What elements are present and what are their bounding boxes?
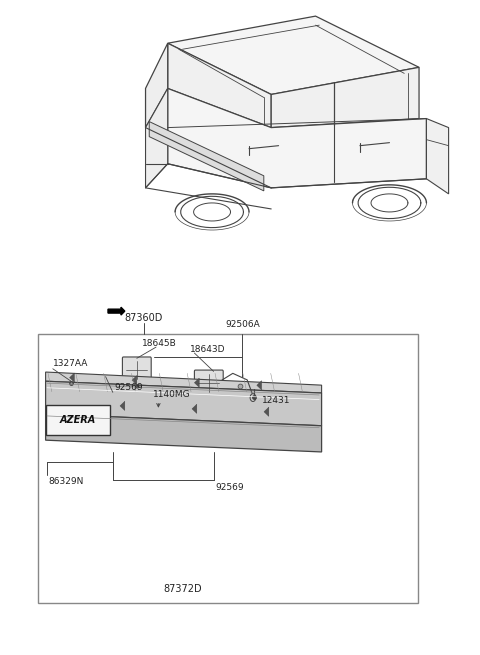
Polygon shape: [168, 43, 271, 128]
Text: 18645B: 18645B: [142, 339, 176, 348]
Polygon shape: [145, 43, 168, 128]
Polygon shape: [168, 88, 426, 188]
Text: 18643D: 18643D: [190, 345, 225, 354]
Polygon shape: [194, 378, 199, 387]
Polygon shape: [257, 381, 262, 390]
Polygon shape: [132, 375, 137, 384]
Text: 86329N: 86329N: [48, 477, 84, 486]
Polygon shape: [46, 372, 322, 393]
Text: 92569: 92569: [215, 483, 244, 493]
Text: AZERA: AZERA: [60, 415, 96, 425]
Text: 12431: 12431: [262, 396, 290, 405]
Text: 92506A: 92506A: [225, 320, 260, 329]
Text: 87372D: 87372D: [163, 584, 202, 595]
Polygon shape: [70, 373, 74, 383]
Polygon shape: [120, 402, 125, 411]
Polygon shape: [46, 414, 322, 452]
Polygon shape: [426, 119, 449, 194]
Polygon shape: [108, 307, 125, 315]
Text: 1327AA: 1327AA: [53, 359, 88, 368]
FancyBboxPatch shape: [194, 370, 223, 396]
Text: 1140MG: 1140MG: [153, 390, 190, 399]
Text: 87360D: 87360D: [125, 312, 163, 323]
Polygon shape: [149, 122, 264, 191]
Polygon shape: [271, 67, 419, 128]
Polygon shape: [168, 16, 419, 94]
Polygon shape: [145, 88, 168, 188]
FancyBboxPatch shape: [122, 357, 151, 383]
Bar: [38, 334, 418, 603]
Polygon shape: [46, 381, 322, 426]
Polygon shape: [192, 404, 197, 413]
Text: 92569: 92569: [114, 383, 143, 392]
FancyBboxPatch shape: [46, 405, 110, 435]
Polygon shape: [264, 407, 269, 417]
